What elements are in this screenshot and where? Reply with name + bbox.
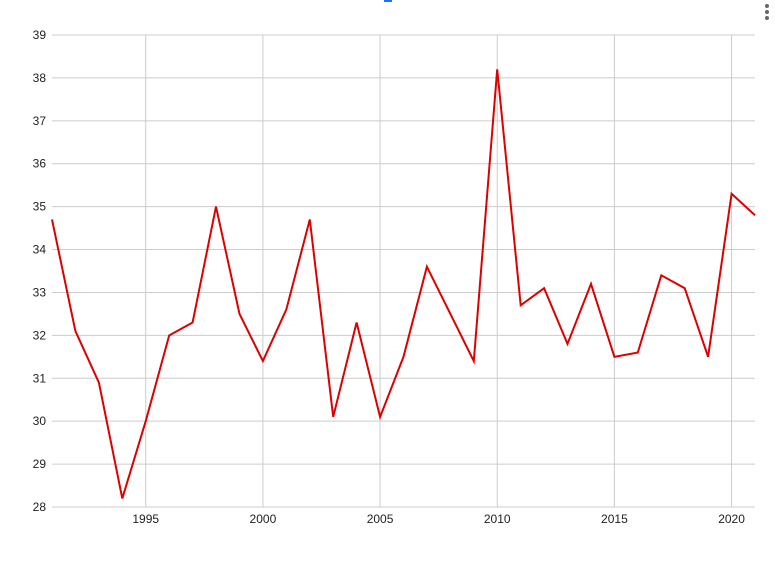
more-vert-icon[interactable] <box>762 2 772 22</box>
x-tick-label: 2010 <box>484 512 511 526</box>
y-tick-label: 31 <box>33 371 47 385</box>
x-tick-label: 1995 <box>132 512 159 526</box>
series-line <box>51 69 756 499</box>
y-tick-label: 36 <box>33 157 47 171</box>
x-tick-label: 2000 <box>250 512 277 526</box>
y-tick-label: 34 <box>33 243 47 257</box>
y-tick-label: 32 <box>33 328 47 342</box>
axis-labels: 28 29 30 31 32 33 34 35 36 37 38 39 1995 2000 2005 2010… <box>33 28 746 526</box>
y-tick-label: 30 <box>33 414 47 428</box>
menu-dot <box>765 16 769 20</box>
menu-dot <box>765 4 769 8</box>
gridlines <box>52 34 755 508</box>
series-layer <box>51 69 756 499</box>
x-tick-label: 2020 <box>718 512 745 526</box>
y-tick-label: 28 <box>33 500 47 514</box>
y-tick-label: 37 <box>33 114 47 128</box>
y-tick-label: 29 <box>33 457 47 471</box>
menu-dot <box>765 10 769 14</box>
y-tick-label: 35 <box>33 200 47 214</box>
header-marker <box>384 0 392 2</box>
y-tick-label: 39 <box>33 28 47 42</box>
x-tick-label: 2015 <box>601 512 628 526</box>
y-tick-label: 33 <box>33 285 47 299</box>
x-tick-label: 2005 <box>367 512 394 526</box>
y-tick-label: 38 <box>33 71 47 85</box>
